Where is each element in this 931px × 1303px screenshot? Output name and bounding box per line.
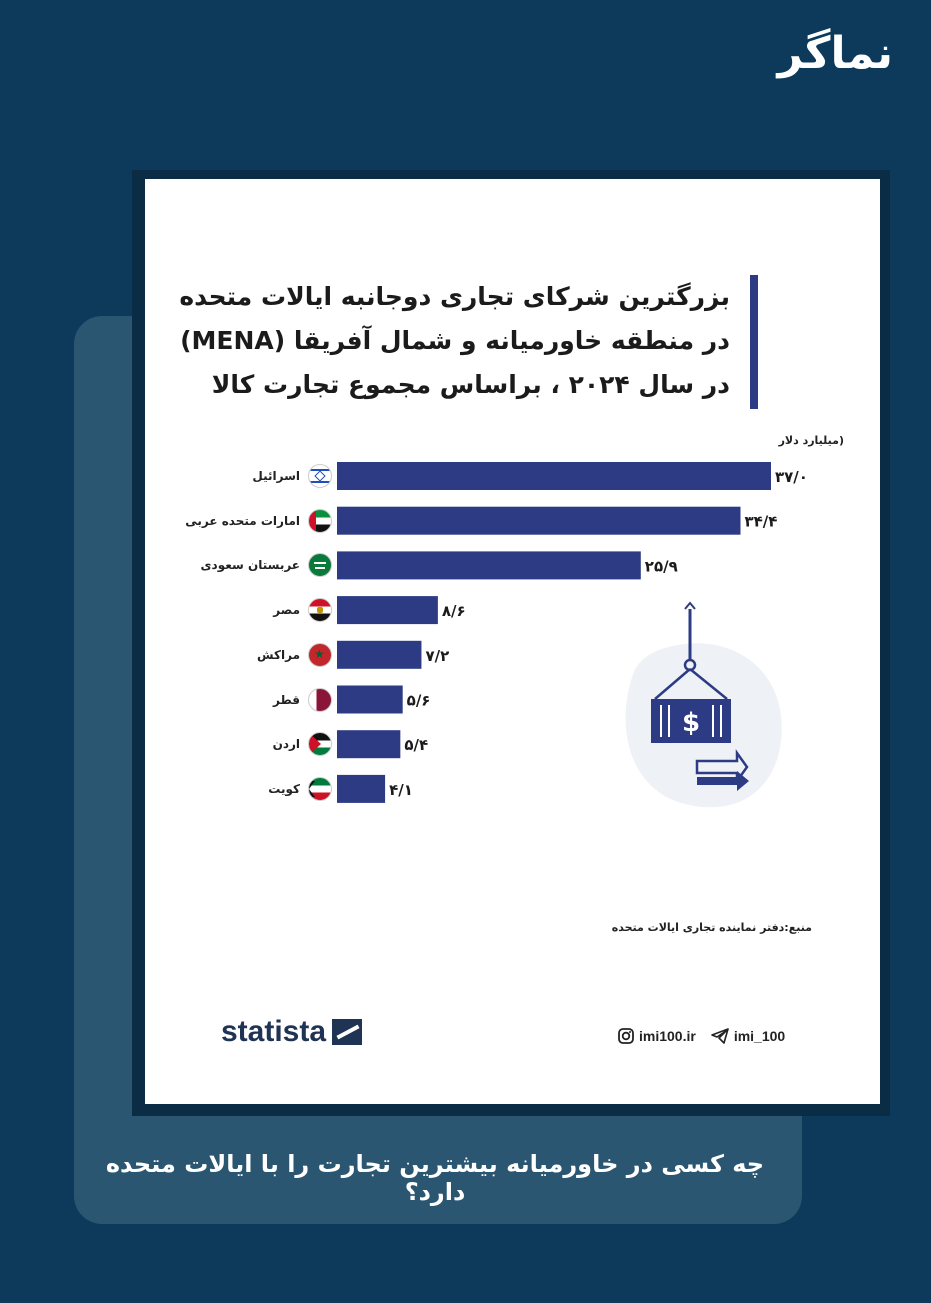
value-label-1: ۳۷/۰ [775,468,808,486]
category-label: مصر [273,603,300,618]
jordan-flag-icon [308,732,332,757]
category-label: قطر [272,692,300,707]
source-note: منبع:دفتر نماینده تجاری ایالات متحده [611,921,812,934]
category-row: ★ مراکش [257,641,332,669]
shipping-container-icon: $ [625,601,782,808]
instagram-handle: imi100.ir [639,1028,696,1044]
telegram-handle-group[interactable]: imi_100 [710,1027,785,1045]
category-row: اردن [273,730,332,758]
chart-title: بزرگترین شرکای تجاری دوجانبه ایالات متحد… [179,282,730,399]
social-handles: imi100.ir imi_100 [617,1027,785,1045]
question-caption: چه کسی در خاورمیانه بیشترین تجارت را با … [105,1150,765,1206]
category-label: کویت [268,781,300,796]
svg-text:$: $ [682,708,700,738]
bar-1 [337,462,771,490]
title-accent-bar [750,275,758,409]
category-label: عربستان سعودی [200,558,300,573]
category-label: امارات متحده عربی [185,513,300,528]
value-label-5: ۷/۲ [425,647,449,665]
morocco-flag-icon: ★ [308,642,332,667]
instagram-icon [618,1028,634,1044]
category-row: کویت [268,775,332,803]
category-row: امارات متحده عربی [185,507,332,535]
value-labels-group: ۳۷/۰ ۳۴/۴ ۲۵/۹ ۸/۶ ۷/۲ ۵/۶ ۵/۴ ۴/۱ [389,468,808,799]
category-row: عربستان سعودی [201,551,332,579]
category-label: اسرائیل [252,469,300,483]
brand-logo: نماگر [777,28,893,79]
telegram-icon [711,1028,729,1044]
israel-flag-icon [308,464,332,488]
saudi-flag-icon [308,553,332,578]
bar-3 [337,551,641,580]
value-label-7: ۵/۴ [404,736,428,754]
uae-flag-icon [308,508,332,533]
bar-6 [337,685,403,714]
category-row: قطر [273,686,332,714]
bar-4 [337,596,438,625]
category-label: اردن [272,737,300,752]
telegram-handle: imi_100 [733,1028,786,1044]
value-label-8: ۴/۱ [389,781,413,799]
category-row: اسرائیل [252,462,332,490]
statista-logo: statista [221,1015,363,1049]
bar-2 [337,506,741,535]
instagram-handle-group[interactable]: imi100.ir [617,1027,696,1045]
value-label-6: ۵/۶ [407,692,431,710]
value-label-4: ۸/۶ [442,602,466,620]
value-label-2: ۳۴/۴ [745,513,778,531]
egypt-flag-icon [308,598,332,623]
category-label: مراکش [257,647,300,662]
value-label-3: ۲۵/۹ [645,557,678,575]
infographic-card: بزرگترین شرکای تجاری دوجانبه ایالات متحد… [145,179,880,1104]
statista-mark-icon [332,1019,363,1045]
statista-wordmark: statista [221,1015,327,1048]
bar-chart: ۳۷/۰ ۳۴/۴ ۲۵/۹ ۸/۶ ۷/۲ ۵/۶ ۵/۴ ۴/۱ [337,462,808,803]
qatar-flag-icon [308,687,332,712]
category-row: مصر [273,596,332,624]
unit-label: (میلیارد دلار [778,434,844,447]
chart-title-wrap: بزرگترین شرکای تجاری دوجانبه ایالات متحد… [170,275,730,407]
kuwait-flag-icon [308,776,332,801]
bars-group [337,462,771,803]
bar-5 [337,640,422,669]
bar-7 [337,730,401,759]
bar-8 [337,774,386,803]
